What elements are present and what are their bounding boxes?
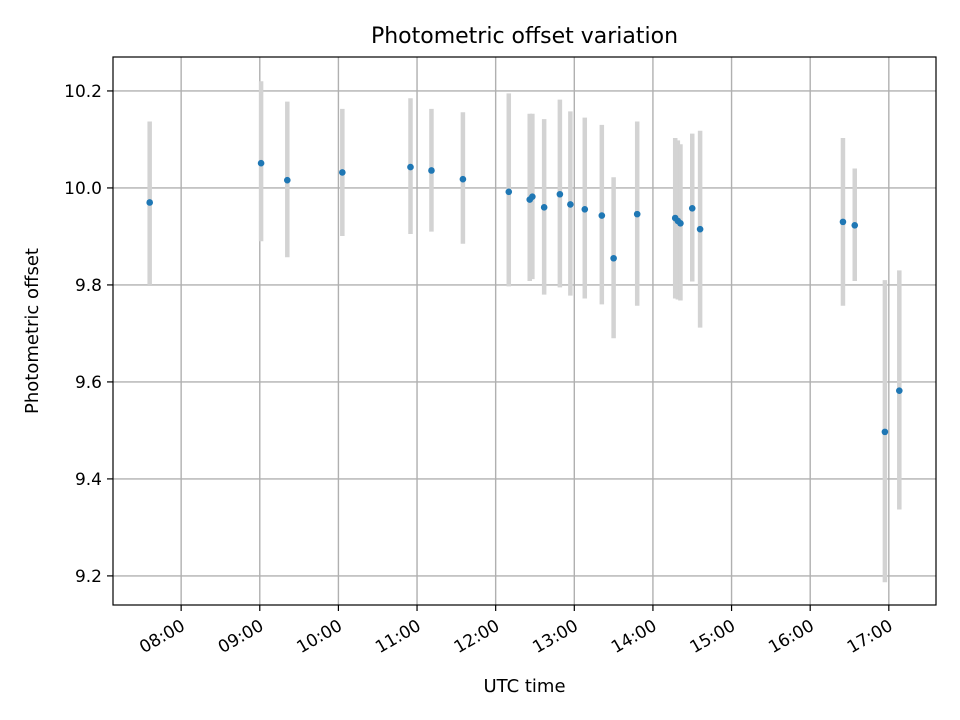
data-point xyxy=(881,428,889,436)
data-point xyxy=(146,199,153,206)
data-point xyxy=(610,254,617,262)
y-tick-label: 10.0 xyxy=(64,179,102,199)
data-point xyxy=(339,169,346,176)
data-point xyxy=(505,188,513,196)
data-point xyxy=(581,205,589,213)
y-tick-label: 9.8 xyxy=(75,276,102,296)
y-tick-label: 9.6 xyxy=(75,373,102,393)
data-point xyxy=(459,175,467,183)
y-axis-ticks: 9.2 9.4 9.6 9.8 10.0 10.2 xyxy=(64,82,113,587)
data-point xyxy=(677,220,684,227)
data-point xyxy=(696,225,704,233)
data-point xyxy=(896,387,903,394)
data-point xyxy=(428,167,435,174)
y-tick-label: 10.2 xyxy=(64,82,102,102)
data-points xyxy=(146,159,903,436)
data-point xyxy=(540,204,548,211)
data-point xyxy=(556,190,564,198)
y-axis-label: Photometric offset xyxy=(22,248,43,414)
grid xyxy=(113,57,936,605)
chart-title: Photometric offset variation xyxy=(371,24,678,49)
x-axis-label: UTC time xyxy=(483,676,565,697)
data-point xyxy=(688,205,696,212)
data-point xyxy=(633,210,641,218)
data-point xyxy=(598,212,606,219)
data-point xyxy=(283,176,291,184)
data-point xyxy=(529,193,536,200)
plot-frame xyxy=(112,56,937,606)
data-point xyxy=(839,218,847,226)
y-tick-label: 9.2 xyxy=(75,567,102,587)
data-point xyxy=(567,201,574,208)
y-tick-label: 9.4 xyxy=(75,470,102,490)
data-point xyxy=(407,163,414,171)
data-point xyxy=(257,159,265,167)
data-point xyxy=(851,221,859,229)
